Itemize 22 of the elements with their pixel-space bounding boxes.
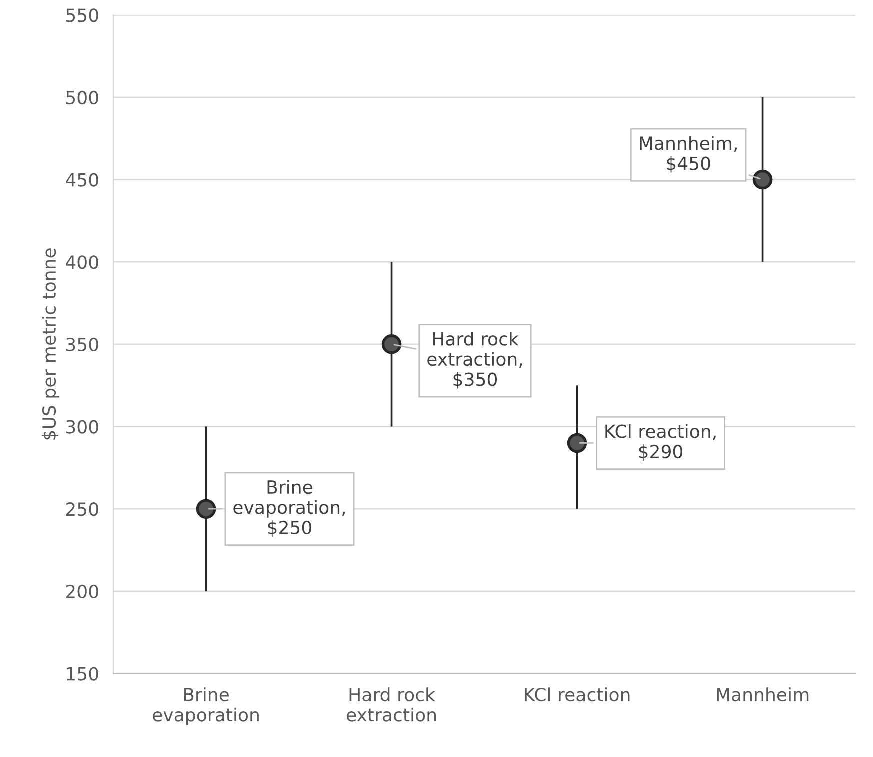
data-label: Hard rock extraction, $350 [428,332,522,389]
y-tick-label: 450 [66,173,98,187]
y-tick-label: 550 [66,8,98,22]
y-tick-label: 400 [66,256,98,270]
y-tick-label: 250 [66,502,98,516]
y-tick-label: 500 [66,90,98,105]
point [752,170,773,190]
data-label: Mannheim, $450 [640,136,738,173]
x-tick-label: Hard rock extraction [346,688,436,722]
x-tick-label: Brine evaporation [153,688,259,726]
point [382,334,402,354]
y-axis-title: $US per metric tonne [42,248,60,440]
point [567,433,588,454]
y-tick-label: 200 [66,584,98,599]
y-tick-label: 350 [66,338,98,352]
y-tick-label: 150 [67,667,98,681]
data-label: KCl reaction, $290 [606,424,716,461]
data-label: Brine evaporation, $250 [234,480,346,537]
x-tick-label: KCl reaction [525,688,630,702]
x-tick-label: Mannheim [717,688,809,702]
point [196,499,216,519]
y-tick-label: 300 [66,420,98,434]
